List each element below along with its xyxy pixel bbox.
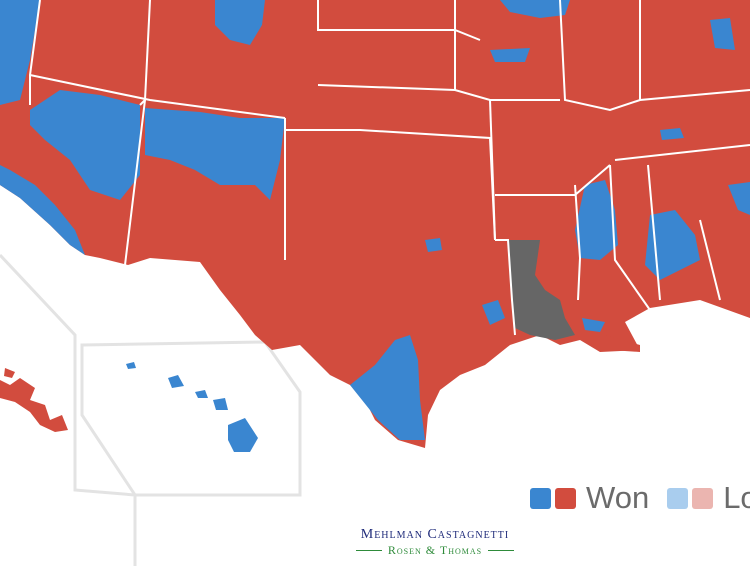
west-coast-blue <box>0 0 40 105</box>
legend-lost-blue-swatch <box>667 487 689 509</box>
florida-panhandle <box>605 335 640 352</box>
kentucky-blue <box>710 18 735 50</box>
minnesota-blue <box>500 0 570 18</box>
logo-rule-right <box>488 550 515 551</box>
legend-lost-red-swatch <box>692 487 714 509</box>
louisiana-undecided <box>508 240 575 340</box>
alaska-inset-box <box>0 253 137 566</box>
legend-won-red-swatch <box>555 487 576 509</box>
hawaii-islands <box>126 362 258 452</box>
mississippi-blue <box>575 180 618 260</box>
california-blue <box>0 165 85 255</box>
logo-line-2: Rosen & Thomas <box>387 543 483 557</box>
legend-won-blue-swatch <box>530 487 551 509</box>
state-borders <box>29 0 750 336</box>
new-orleans-blue <box>582 318 605 332</box>
legend-lost-label: Lost <box>723 480 750 515</box>
legend-won-label: Won <box>586 480 650 515</box>
iowa-blue <box>490 48 530 62</box>
map-legend: Won Lost <box>530 478 750 518</box>
houston-blue <box>482 300 505 325</box>
nevada-south-blue <box>30 90 140 200</box>
tennessee-blue <box>660 128 684 140</box>
dallas-blue <box>425 238 442 252</box>
logo-line-1: Mehlman Castagnetti <box>360 527 510 542</box>
alabama-blue <box>645 210 700 280</box>
logo-line-2-wrap: Rosen & Thomas <box>330 543 540 558</box>
arizona-north-blue <box>145 108 285 200</box>
hawaii-inset-box <box>80 340 302 497</box>
logo-rule-left <box>355 550 382 551</box>
montana-blue <box>215 0 265 45</box>
alaska-fragment <box>0 368 68 432</box>
firm-logo: Mehlman Castagnetti Rosen & Thomas <box>330 527 540 558</box>
south-texas-blue <box>350 335 425 440</box>
georgia-blue <box>728 182 750 215</box>
